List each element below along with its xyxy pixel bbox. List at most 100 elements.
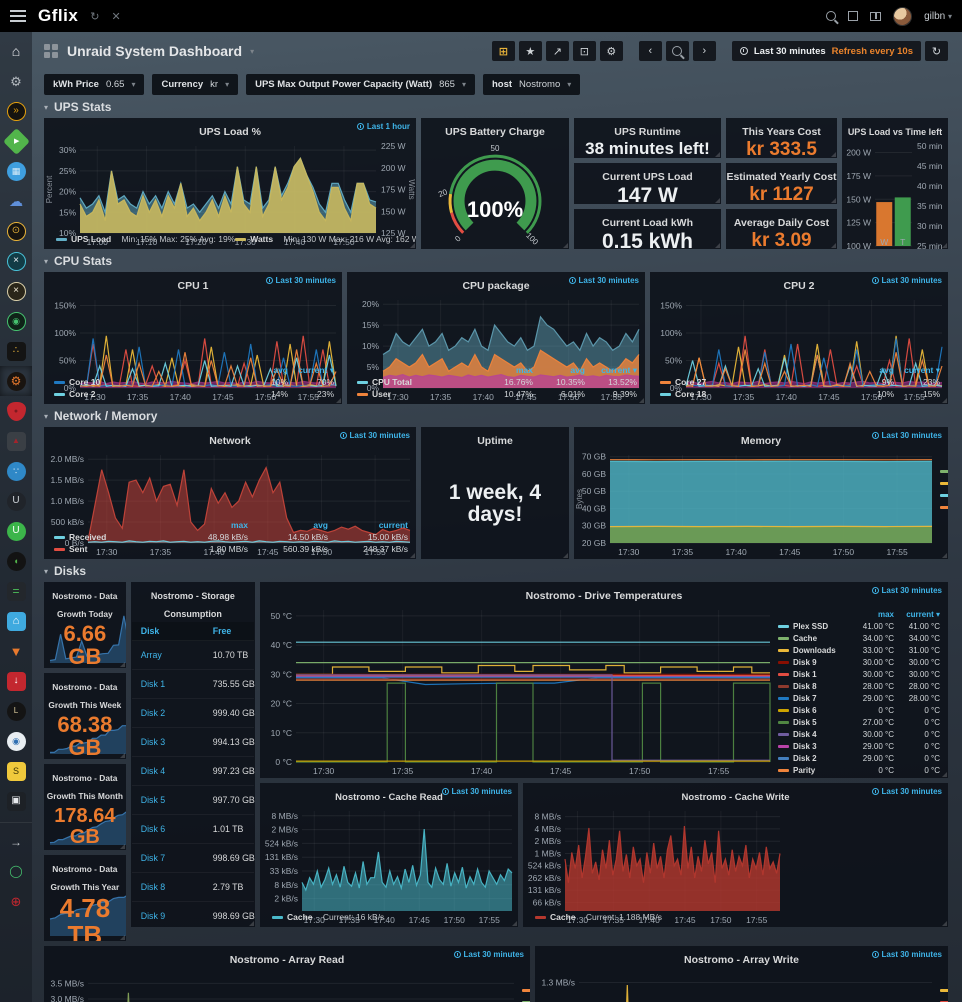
sidebar-item-sabnzbd[interactable]: S bbox=[0, 756, 32, 786]
close-icon[interactable]: ✕ bbox=[111, 10, 121, 23]
sidebar-item-help[interactable]: ⊕ bbox=[0, 886, 32, 916]
sidebar-item-portainer[interactable]: ▦ bbox=[0, 156, 32, 186]
legend-series-disk-7[interactable]: Disk 7 bbox=[793, 693, 817, 703]
disk-link[interactable]: Disk 3 bbox=[140, 737, 166, 747]
dashboard-title[interactable]: Unraid System Dashboard bbox=[67, 43, 243, 59]
legend-series-ups-load[interactable]: UPS Load bbox=[71, 234, 112, 244]
sidebar-item-plex[interactable]: » bbox=[0, 96, 32, 126]
settings-button[interactable]: ⚙ bbox=[599, 41, 623, 61]
time-back-button[interactable]: ‹ bbox=[638, 41, 662, 61]
legend-series-downloads[interactable]: Downloads bbox=[793, 645, 836, 655]
sidebar-item-switch-app[interactable]: = bbox=[0, 576, 32, 606]
legend-series-cpu-total[interactable]: CPU Total bbox=[372, 377, 412, 387]
section-cpu-stats[interactable]: ▾ CPU Stats bbox=[44, 254, 113, 268]
legend-series-cache[interactable]: Cache bbox=[550, 912, 576, 922]
disk-link[interactable]: Disk 4 bbox=[140, 766, 166, 776]
variable-currency[interactable]: Currency kr ▾ bbox=[152, 74, 239, 95]
disk-link[interactable]: Disk 6 bbox=[140, 824, 166, 834]
refresh-dashboard-button[interactable]: ↻ bbox=[925, 41, 948, 61]
legend-series-disk-2[interactable]: Disk 2 bbox=[793, 753, 817, 763]
legend-series-disk-6[interactable]: Disk 6 bbox=[793, 705, 817, 715]
legend-series-disk-3[interactable]: Disk 3 bbox=[793, 741, 817, 751]
sidebar-item-xteve[interactable]: × bbox=[0, 246, 32, 276]
legend-series-core-10[interactable]: Core 10 bbox=[69, 377, 101, 387]
sidebar-item-unraid[interactable]: U bbox=[0, 516, 32, 546]
legend-series-user[interactable]: User bbox=[372, 389, 391, 399]
legend-series-core-18[interactable]: Core 18 bbox=[675, 389, 707, 399]
sidebar-item-deluge[interactable]: ∵ bbox=[0, 456, 32, 486]
column-disk[interactable]: Disk bbox=[140, 626, 160, 636]
dashboard-grid-icon[interactable] bbox=[44, 43, 59, 59]
ubiquiti-icon: U bbox=[6, 491, 26, 511]
share-button[interactable]: ↗ bbox=[545, 41, 569, 61]
sidebar-item-unraid-settings[interactable]: ⚙ bbox=[0, 366, 32, 396]
sidebar-item-settings[interactable]: ⚙ bbox=[0, 66, 32, 96]
legend-series-parity[interactable]: Parity bbox=[793, 765, 816, 775]
sidebar-item-github[interactable]: ◯ bbox=[0, 856, 32, 886]
menu-toggle-icon[interactable] bbox=[10, 10, 26, 22]
sidebar-item-downloader[interactable]: ↓ bbox=[0, 666, 32, 696]
legend-series-disk-8[interactable]: Disk 8 bbox=[793, 681, 817, 691]
section-ups-stats[interactable]: ▾ UPS Stats bbox=[44, 100, 112, 114]
time-range-picker[interactable]: Last 30 minutes Refresh every 10s bbox=[731, 41, 921, 61]
sidebar-item-cloud[interactable]: ☁ bbox=[0, 186, 32, 216]
dashboard-title-caret-icon[interactable]: ▾ bbox=[250, 46, 255, 56]
sidebar-item-jackett[interactable]: ▣ bbox=[0, 786, 32, 816]
sidebar-item-tautulli[interactable]: ◉ bbox=[0, 306, 32, 336]
sidebar-item-qbittorrent[interactable]: ◉ bbox=[0, 726, 32, 756]
sidebar-item-sign-out[interactable]: → bbox=[0, 822, 32, 856]
legend-series-plex-ssd[interactable]: Plex SSD bbox=[793, 621, 829, 631]
legend-series-received[interactable]: Received bbox=[69, 532, 107, 542]
variable-ups-max-output-power-capacity-watt-[interactable]: UPS Max Output Power Capacity (Watt) 865 ▾ bbox=[246, 74, 475, 95]
sidebar-item-node-graph-app[interactable]: ∴ bbox=[0, 336, 32, 366]
legend-series-disk-9[interactable]: Disk 9 bbox=[793, 657, 817, 667]
app-logo[interactable]: Gflix bbox=[38, 6, 79, 25]
disk-link[interactable]: Disk 8 bbox=[140, 882, 166, 892]
sidebar-item-organizr[interactable]: × bbox=[0, 276, 32, 306]
panel-time-range[interactable]: Last 1 hour bbox=[356, 122, 410, 131]
column-free[interactable]: Free bbox=[212, 626, 232, 636]
disk-link[interactable]: Disk 2 bbox=[140, 708, 166, 718]
variable-host[interactable]: host Nostromo ▾ bbox=[482, 74, 581, 95]
add-panel-button[interactable]: ⊞ bbox=[491, 41, 515, 61]
legend-series-sent[interactable]: Sent bbox=[69, 544, 88, 554]
legend-series-disk-5[interactable]: Disk 5 bbox=[793, 717, 817, 727]
time-forward-button[interactable]: › bbox=[692, 41, 716, 61]
zoom-out-button[interactable] bbox=[665, 41, 689, 61]
sidebar-item-home[interactable]: ⌂ bbox=[0, 36, 32, 66]
disk-link[interactable]: Disk 7 bbox=[140, 853, 166, 863]
section-disks[interactable]: ▾ Disks bbox=[44, 564, 87, 578]
refresh-icon[interactable]: ↻ bbox=[90, 10, 100, 23]
disk-link[interactable]: Array bbox=[140, 650, 162, 660]
sidebar-item-emby-server[interactable]: ◖ bbox=[0, 546, 32, 576]
sidebar-item-lazylibrarian[interactable]: L bbox=[0, 696, 32, 726]
sidebar-item-gitlab[interactable]: ▼ bbox=[0, 636, 32, 666]
disk-link[interactable]: Disk 1 bbox=[140, 679, 166, 689]
sidebar-item-ubiquiti[interactable]: U bbox=[0, 486, 32, 516]
user-menu[interactable]: gilbn ▾ bbox=[924, 10, 952, 22]
legend-series-cache[interactable]: Cache bbox=[287, 912, 313, 922]
legend-series-disk-4[interactable]: Disk 4 bbox=[793, 729, 817, 739]
legend-series-cache[interactable]: Cache bbox=[793, 633, 818, 643]
fullscreen-icon[interactable] bbox=[848, 11, 859, 21]
legend-series-disk-1[interactable]: Disk 1 bbox=[793, 669, 817, 679]
split-view-icon[interactable] bbox=[870, 11, 882, 21]
legend-series-watts[interactable]: Watts bbox=[250, 234, 274, 244]
panel-title[interactable]: UPS Battery Charge bbox=[445, 126, 545, 138]
sidebar-item-emby[interactable]: ▶ bbox=[0, 126, 32, 156]
disk-link[interactable]: Disk 5 bbox=[140, 795, 166, 805]
avatar[interactable] bbox=[893, 6, 913, 26]
sidebar-item-pihole[interactable]: ● bbox=[0, 396, 32, 426]
save-button[interactable]: ⊡ bbox=[572, 41, 596, 61]
sidebar-item-search-app[interactable]: ⊙ bbox=[0, 216, 32, 246]
disk-link[interactable]: Disk 9 bbox=[140, 911, 166, 921]
variable-kwh-price[interactable]: kWh Price 0.65 ▾ bbox=[44, 74, 145, 95]
star-button[interactable]: ★ bbox=[518, 41, 542, 61]
search-icon[interactable] bbox=[826, 11, 837, 21]
sidebar-item-home-assistant[interactable]: ⌂ bbox=[0, 606, 32, 636]
legend-series-core-27[interactable]: Core 27 bbox=[675, 377, 707, 387]
section-network-memory[interactable]: ▾ Network / Memory bbox=[44, 409, 158, 423]
sidebar-item-alert-app[interactable]: ▲ bbox=[0, 426, 32, 456]
panel-title[interactable]: UPS Load % bbox=[199, 126, 261, 138]
legend-series-core-2[interactable]: Core 2 bbox=[69, 389, 96, 399]
